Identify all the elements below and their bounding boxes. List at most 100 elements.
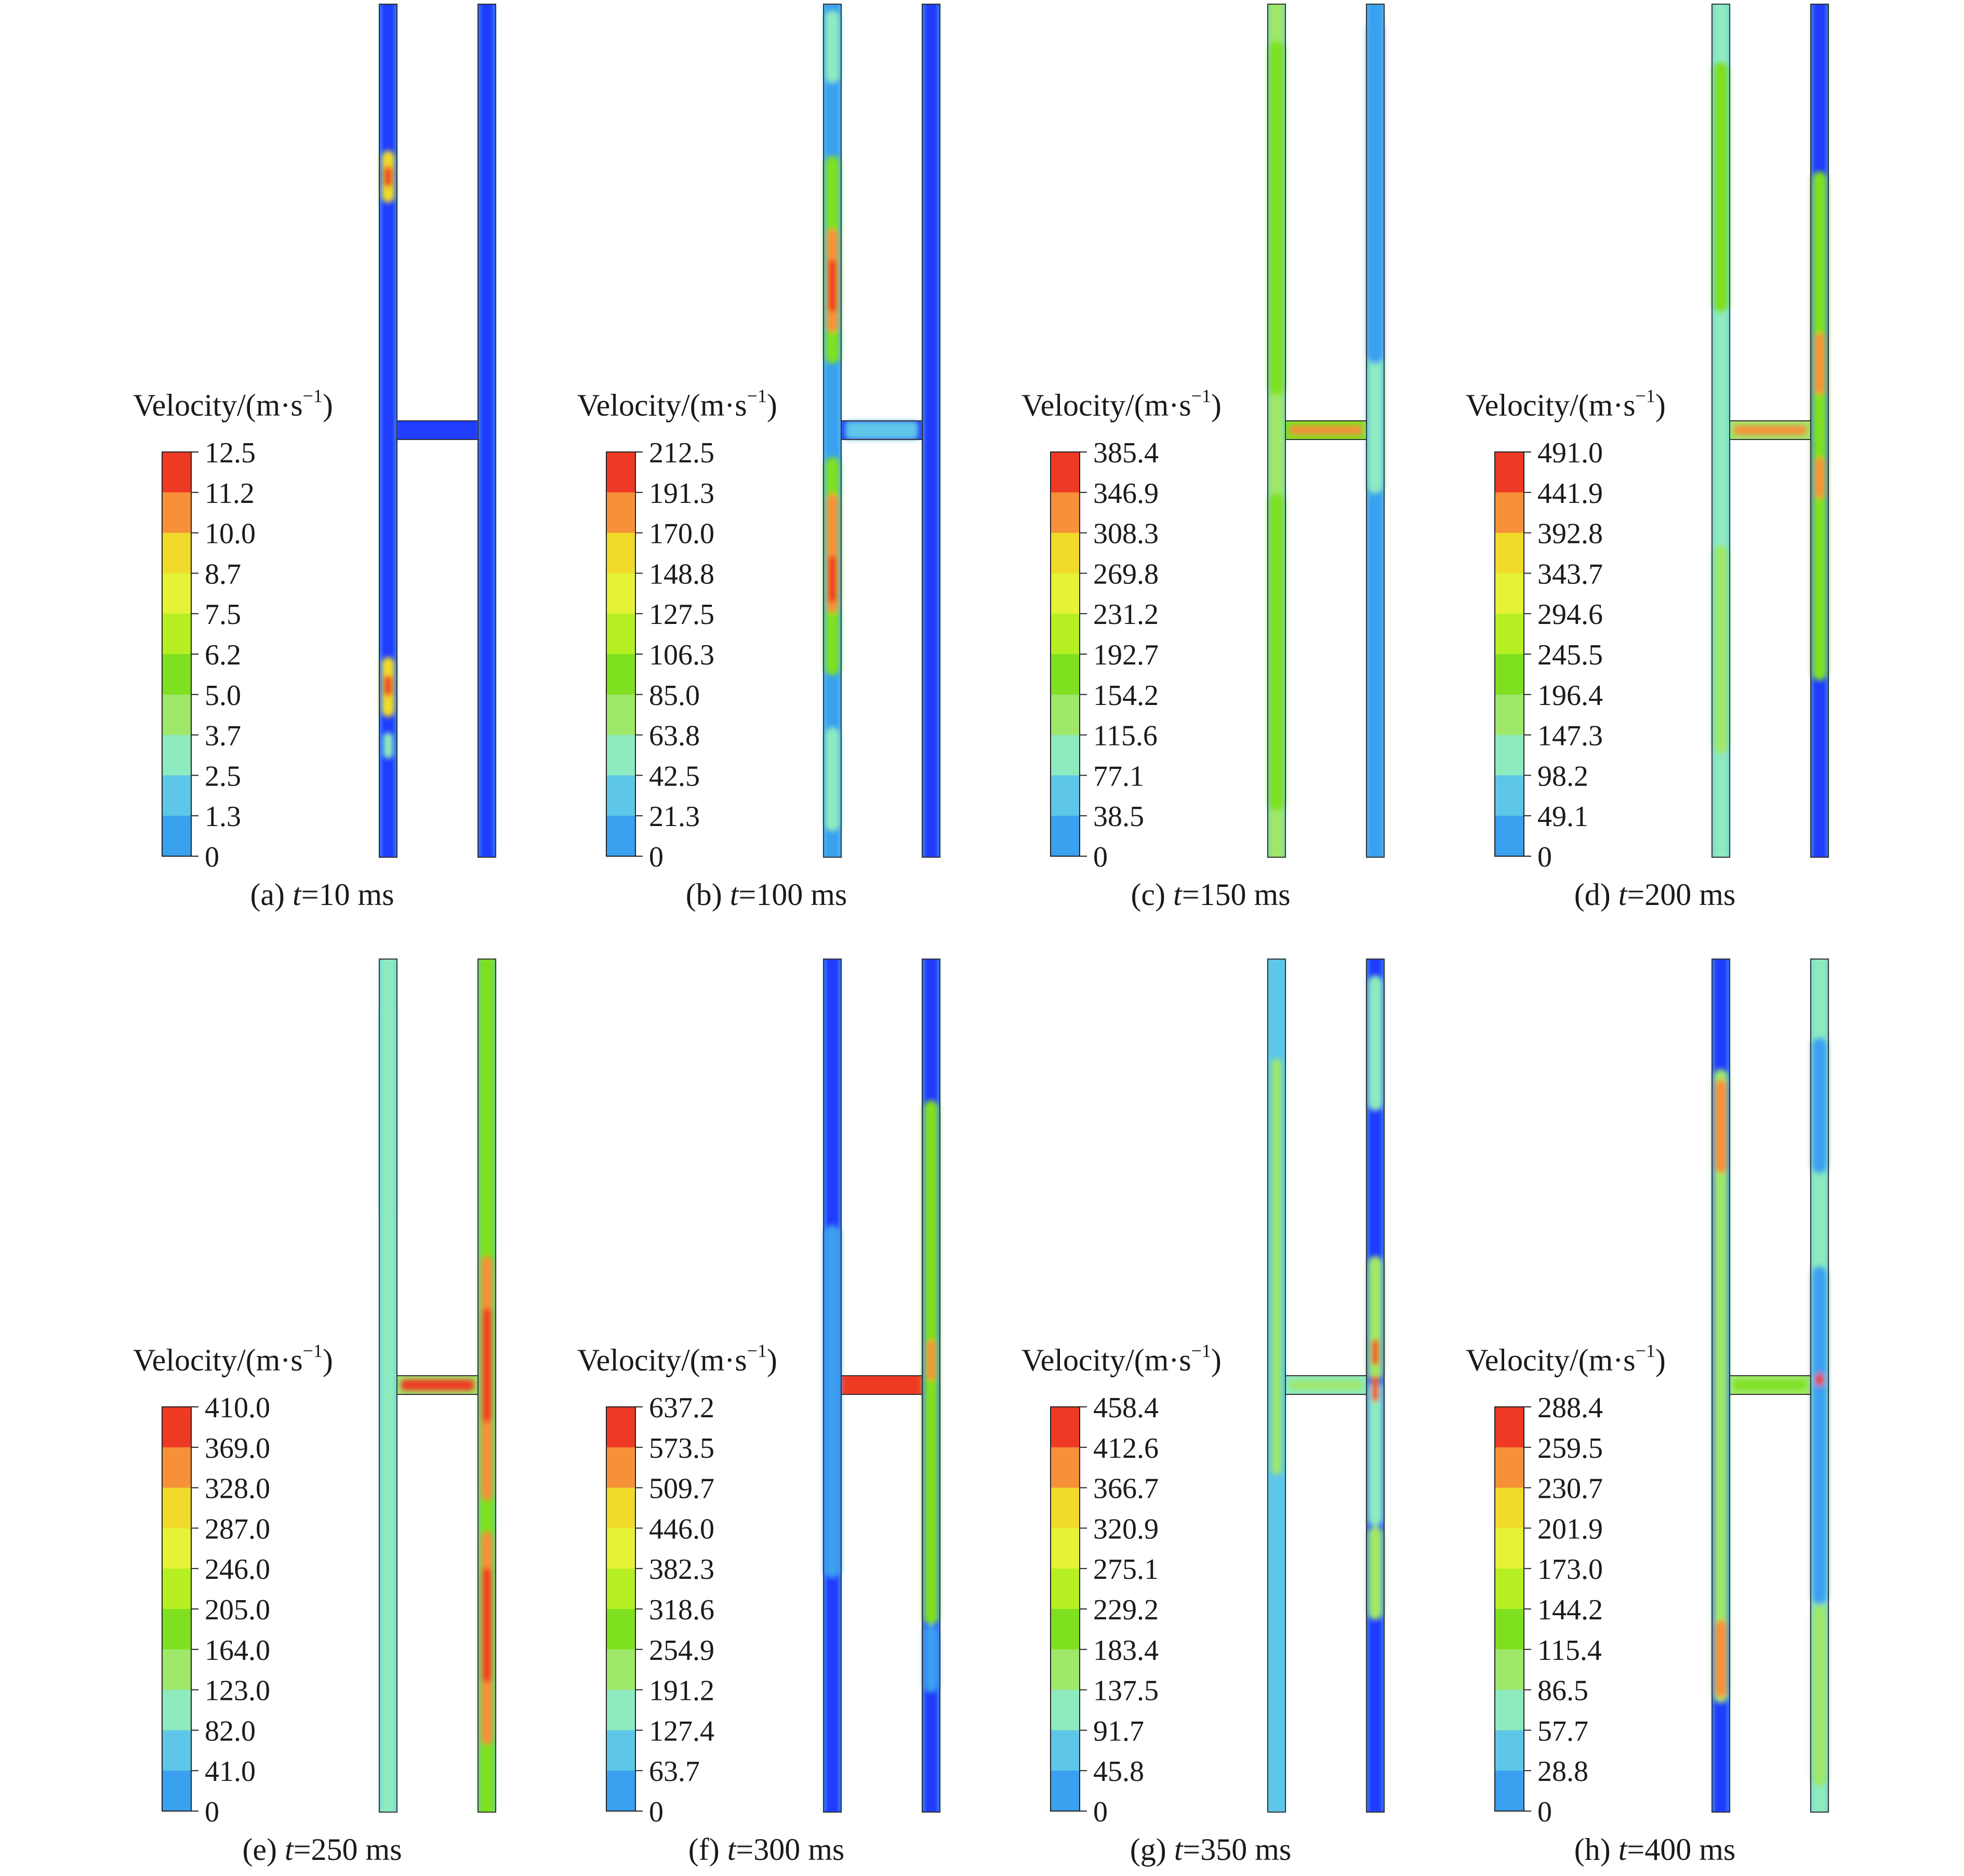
colorbar-tick-label: 11.2 — [205, 477, 255, 510]
contour-field — [824, 1100, 939, 1693]
colorbar-tick-label: 98.2 — [1537, 760, 1588, 792]
colorbar-tick-label: 573.5 — [649, 1432, 714, 1465]
colorbar: 12.5 11.2 10.0 8.7 7.5 6.2 5.0 3.7 2.5 1.3 0 — [162, 437, 256, 873]
colorbar-tick-label: 1.3 — [205, 801, 241, 833]
bridge-contour — [1733, 1380, 1807, 1390]
colorbar-tick-label: 144.2 — [1537, 1594, 1603, 1626]
colorbar-tick-label: 2.5 — [205, 760, 241, 792]
wall-layer — [379, 959, 496, 1812]
colorbar-tick-label: 63.8 — [649, 720, 700, 752]
colorbar-band — [1495, 614, 1524, 655]
bridge-contour — [1733, 425, 1807, 435]
colorbar-band — [1051, 1487, 1080, 1528]
colorbar-tick-label: 254.9 — [649, 1634, 714, 1667]
colorbar-tick-label: 0 — [649, 841, 663, 873]
colorbar-band — [606, 816, 635, 857]
pipe-contour — [1268, 42, 1285, 395]
channel-outline — [823, 959, 940, 1813]
bridge-contour — [845, 1379, 919, 1391]
colorbar-tick-label: 12.5 — [205, 437, 256, 469]
colorbar-band — [1495, 816, 1524, 857]
wall-layer — [824, 4, 940, 857]
colorbar-tick-label: 366.7 — [1093, 1473, 1159, 1505]
h-channel — [1711, 4, 1829, 858]
colorbar-band — [1051, 1447, 1080, 1488]
panel-e: Velocity/(m·s−1) 410.0 369.0 328.0 287.0 246.… — [133, 959, 496, 1867]
pipe-contour — [1811, 1267, 1828, 1604]
channel-outline — [1267, 4, 1385, 858]
colorbar-band — [1495, 1649, 1524, 1691]
colorbar-tick-label: 509.7 — [649, 1473, 714, 1505]
colorbar-tick-label: 269.8 — [1093, 558, 1159, 590]
pipe-contour — [1367, 1381, 1384, 1526]
colorbar-tick-label: 320.9 — [1093, 1513, 1159, 1545]
legend-title: Velocity/(m·s−1) — [1466, 1340, 1666, 1377]
colorbar-tick-label: 7.5 — [205, 598, 241, 631]
panel-a: Velocity/(m·s−1) 12.5 11.2 10.0 8.7 7.5 6.2 5.0… — [133, 4, 496, 912]
colorbar-band — [1051, 735, 1080, 776]
pipe-contour — [1815, 1373, 1824, 1386]
colorbar-tick-label: 346.9 — [1093, 477, 1159, 510]
colorbar-band — [606, 1447, 635, 1488]
contour-field — [381, 151, 395, 759]
colorbar-band — [1495, 694, 1524, 736]
pipe-contour — [1367, 1526, 1384, 1620]
channel-outline — [379, 959, 496, 1813]
colorbar-band — [1051, 1568, 1080, 1609]
colorbar-band — [1495, 775, 1524, 816]
colorbar-band — [162, 735, 191, 776]
colorbar-band — [606, 1649, 635, 1691]
pipe-contour — [926, 1339, 936, 1381]
channel-outline — [379, 4, 496, 858]
pipe-contour — [1367, 1256, 1384, 1381]
colorbar-band — [1051, 1689, 1080, 1731]
colorbar-tick-label: 446.0 — [649, 1513, 714, 1545]
colorbar-band — [1495, 1609, 1524, 1650]
legend-title: Velocity/(m·s−1) — [1466, 385, 1666, 422]
colorbar-tick-label: 170.0 — [649, 518, 714, 550]
colorbar-band — [1051, 1771, 1080, 1812]
colorbar: 410.0 369.0 328.0 287.0 246.0 205.0 164.0 123.0… — [162, 1392, 270, 1828]
h-channel — [1267, 959, 1385, 1813]
left-pipe — [824, 4, 841, 857]
panel-g: Velocity/(m·s−1) 458.4 412.6 366.7 320.9 275.… — [1021, 959, 1385, 1867]
colorbar-tick-label: 191.3 — [649, 477, 714, 510]
pipe-contour — [1713, 545, 1729, 753]
colorbar-tick-label: 42.5 — [649, 760, 700, 792]
colorbar-tick-label: 212.5 — [649, 437, 714, 469]
pipe-contour — [1367, 976, 1384, 1111]
pipe-contour — [828, 260, 837, 312]
colorbar: 637.2 573.5 509.7 446.0 382.3 318.6 254.9 191.2… — [606, 1392, 714, 1828]
colorbar-band — [606, 1689, 635, 1731]
colorbar-tick-label: 201.9 — [1537, 1513, 1603, 1545]
panel-b: Velocity/(m·s−1) 212.5 191.3 170.0 148.8 127.… — [577, 4, 940, 912]
colorbar-band — [162, 452, 191, 493]
channel-outline — [823, 4, 940, 858]
panel-caption: (c) t=150 ms — [1131, 877, 1290, 912]
colorbar-tick-label: 147.3 — [1537, 720, 1603, 752]
panel-c: Velocity/(m·s−1) 385.4 346.9 308.3 269.8 231.… — [1021, 4, 1385, 912]
colorbar-band — [606, 533, 635, 574]
colorbar-band — [162, 1568, 191, 1609]
legend-title: Velocity/(m·s−1) — [577, 385, 777, 422]
wall-layer — [1268, 959, 1384, 1812]
colorbar-tick-label: 328.0 — [205, 1473, 270, 1505]
contour-field — [1268, 21, 1384, 810]
colorbar-tick-label: 127.4 — [649, 1715, 714, 1747]
colorbar-tick-label: 45.8 — [1093, 1755, 1144, 1788]
colorbar-band — [162, 1407, 191, 1448]
colorbar-band — [162, 533, 191, 574]
pipe-contour — [824, 727, 841, 831]
bridge-pipe — [397, 421, 478, 440]
pipe-contour — [383, 675, 393, 696]
colorbar-band — [1051, 1609, 1080, 1650]
pipe-contour — [824, 10, 841, 83]
h-channel — [379, 4, 496, 858]
colorbar-tick-label: 10.0 — [205, 518, 256, 550]
h-channel — [1711, 959, 1829, 1813]
colorbar-band — [606, 735, 635, 776]
colorbar-band — [1051, 816, 1080, 857]
legend-title: Velocity/(m·s−1) — [577, 1340, 777, 1377]
panel-caption: (a) t=10 ms — [250, 877, 394, 912]
colorbar-tick-label: 115.4 — [1537, 1634, 1602, 1667]
